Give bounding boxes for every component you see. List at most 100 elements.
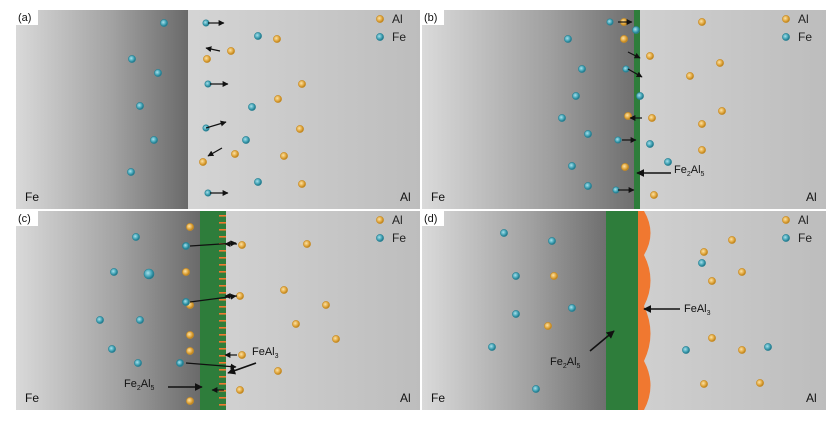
legend-fe-label: Fe <box>798 30 812 44</box>
al-atom <box>280 152 288 160</box>
feal3-spike <box>219 271 226 273</box>
al-atom <box>199 158 207 166</box>
al-atom <box>274 95 282 103</box>
al-atom <box>236 292 244 300</box>
feal3-spike <box>219 222 226 224</box>
panel-tag: (c) <box>18 213 31 225</box>
fe-atom <box>254 32 262 40</box>
panel-a: Al Fe (a) Fe Al <box>16 10 420 209</box>
fe-atom <box>242 136 250 144</box>
fe-atom <box>664 158 672 166</box>
fe-atom <box>134 359 142 367</box>
feal3-spike <box>219 334 226 336</box>
feal3-spike <box>219 215 226 217</box>
legend-al-swatch <box>376 15 384 23</box>
feal3-spike <box>219 229 226 231</box>
feal3-spike <box>219 313 226 315</box>
fe-atom <box>136 316 144 324</box>
diffusion-arrow <box>627 68 643 78</box>
panel-b: Al Fe (b) Fe Al Fe2Al5 <box>422 10 826 209</box>
al-atom <box>650 191 658 199</box>
al-atom <box>686 72 694 80</box>
al-atom <box>186 347 194 355</box>
al-atom <box>700 248 708 256</box>
diffusion-arrow <box>207 147 223 157</box>
diffusion-arrow <box>627 51 641 59</box>
fe-atom <box>160 19 168 27</box>
al-atom <box>274 367 282 375</box>
fe-atom <box>584 182 592 190</box>
feal3-spike <box>219 355 226 357</box>
panel-tag-bg <box>422 10 444 25</box>
legend-fe-swatch <box>376 234 384 242</box>
al-atom <box>236 386 244 394</box>
fe2al5-label: Fe2Al5 <box>124 378 155 392</box>
feal3-spike <box>219 320 226 322</box>
legend-al-swatch <box>782 216 790 224</box>
fe-atom <box>578 65 586 73</box>
fe2al5-layer <box>634 10 640 209</box>
al-atom <box>550 272 558 280</box>
fe2al5-label: Fe2Al5 <box>550 356 581 370</box>
al-atom <box>273 35 281 43</box>
panel-tag-bg <box>16 211 38 226</box>
feal3-spike <box>219 250 226 252</box>
al-side-label: Al <box>400 190 411 204</box>
fe-region <box>16 10 188 209</box>
panel-tag: (b) <box>424 12 437 24</box>
legend-al-label: Al <box>392 213 403 227</box>
fe-atom <box>568 162 576 170</box>
feal3-label: FeAl3 <box>684 303 711 317</box>
fe-atom <box>512 272 520 280</box>
feal3-spike <box>219 285 226 287</box>
al-atom <box>620 35 628 43</box>
fe2al5-layer <box>606 211 644 410</box>
phase-pointer-arrow <box>589 330 615 352</box>
al-atom <box>186 331 194 339</box>
legend-al-swatch <box>376 216 384 224</box>
fe-atom <box>764 343 772 351</box>
al-atom <box>292 320 300 328</box>
feal3-label: FeAl3 <box>252 346 279 360</box>
fe-atom <box>614 136 622 144</box>
fe-atom <box>632 26 640 34</box>
feal3-spike <box>219 390 226 392</box>
diffusion-arrow <box>205 120 227 129</box>
al-atom <box>280 286 288 294</box>
fe-atom <box>636 92 644 100</box>
al-atom <box>738 346 746 354</box>
fe-atom <box>584 130 592 138</box>
panel-tag-bg <box>422 211 444 226</box>
legend-al-label: Al <box>798 213 809 227</box>
feal3-spike <box>219 397 226 399</box>
al-atom <box>296 125 304 133</box>
feal3-spike <box>219 369 226 371</box>
fe-atom <box>488 343 496 351</box>
fe-atom <box>182 298 190 306</box>
legend-fe-label: Fe <box>392 30 406 44</box>
fe-atom <box>568 304 576 312</box>
al-atom <box>698 18 706 26</box>
fe-atom <box>698 259 706 267</box>
feal3-spike <box>219 327 226 329</box>
fe-atom <box>248 103 256 111</box>
legend-al-label: Al <box>798 12 809 26</box>
feal3-spike <box>219 348 226 350</box>
fe-region <box>16 211 200 410</box>
al-atom <box>648 114 656 122</box>
panel-tag: (a) <box>18 12 31 24</box>
al-atom <box>203 55 211 63</box>
fe-atom <box>136 102 144 110</box>
fe-atom <box>132 233 140 241</box>
al-atom <box>182 268 190 276</box>
feal3-spike <box>219 278 226 280</box>
fe2al5-layer <box>200 211 226 410</box>
feal3-spike <box>219 383 226 385</box>
al-atom <box>698 146 706 154</box>
fe-side-label: Fe <box>431 391 445 405</box>
al-atom <box>332 335 340 343</box>
legend-fe-swatch <box>376 33 384 41</box>
panel-d: Al Fe (d) Fe Al FeAl3 Fe2Al5 <box>422 211 826 410</box>
legend-fe-swatch <box>782 234 790 242</box>
